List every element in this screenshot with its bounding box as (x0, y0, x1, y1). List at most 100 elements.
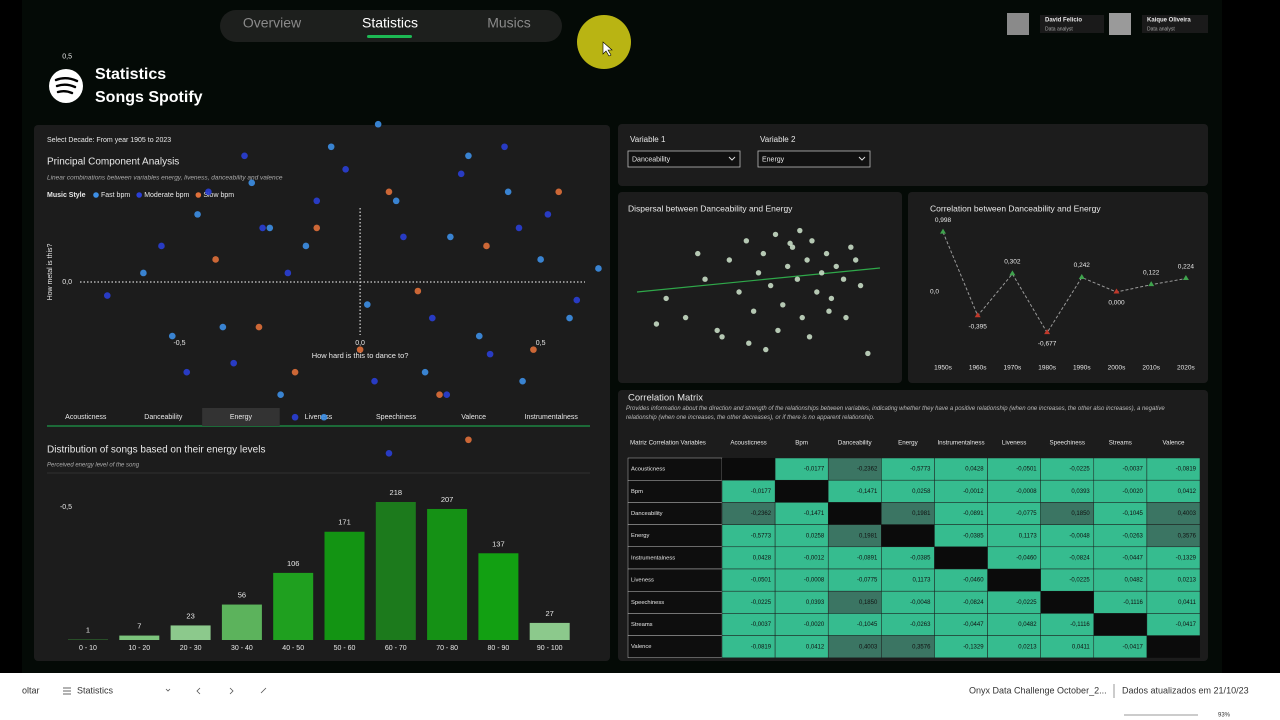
cell-value: -0,1329 (963, 644, 984, 650)
variable-tab[interactable]: Liveness (305, 414, 333, 421)
point (537, 256, 544, 263)
variable-tab[interactable]: Speechiness (376, 414, 417, 421)
cell-value: -0,0037 (751, 622, 772, 628)
dropdown-arrow (728, 156, 736, 161)
point (797, 227, 803, 234)
cell-value: -0,0891 (963, 511, 984, 517)
cell-value: -0,1045 (1123, 511, 1144, 517)
cell-value: -0,0460 (1016, 555, 1037, 561)
point (760, 250, 767, 257)
empty-cell (934, 546, 988, 569)
cell-value: -0,2362 (857, 467, 878, 473)
dropdown-value: Energy (762, 156, 785, 163)
point (465, 436, 472, 444)
legend-label: Fast bpm (101, 192, 130, 199)
point (364, 301, 371, 308)
dropdown[interactable] (627, 150, 741, 168)
point (865, 350, 871, 357)
bar-value-label: 106 (287, 559, 300, 568)
bar-value-label: 137 (492, 539, 505, 548)
point (794, 276, 801, 282)
cell-value: -0,0417 (1176, 622, 1197, 628)
spotify-waves (54, 77, 79, 95)
point (828, 295, 835, 302)
column-header: Energy (898, 440, 919, 447)
point (194, 211, 201, 218)
x-tick-label: 1970s (1004, 365, 1022, 372)
cell-value: 0,3576 (912, 644, 931, 650)
nav-tab[interactable]: Statistics (362, 15, 418, 31)
cell-value: -0,0824 (963, 600, 984, 606)
cell-value: 0,1850 (1071, 511, 1090, 517)
row-label: Instrumentalness (631, 555, 675, 561)
cell-value: 0,1981 (912, 511, 931, 517)
decade-filter[interactable]: Select Decade: From year 1905 to 2023 (47, 137, 171, 144)
data-label: 0,000 (1108, 300, 1125, 307)
row-label: Valence (631, 644, 652, 650)
correlation-panel (908, 192, 1208, 383)
point (843, 314, 849, 321)
variable-tab[interactable]: Danceability (144, 414, 183, 421)
cell-value: -0,0177 (804, 467, 825, 473)
bar (529, 622, 570, 640)
data-label: -0,395 (968, 323, 987, 330)
user-card (1040, 15, 1104, 33)
point (663, 295, 669, 302)
point (784, 263, 791, 270)
cell-value: -0,0385 (910, 555, 931, 561)
variable-label: Variable 2 (760, 135, 796, 144)
bar (221, 604, 262, 640)
row-label: Liveness (631, 578, 654, 584)
cell-value: -0,0775 (1016, 511, 1037, 517)
point (555, 188, 563, 196)
point (248, 179, 256, 187)
cell-value: -0,0447 (1123, 555, 1144, 561)
variable-tab[interactable]: Energy (230, 414, 253, 421)
updated-date: Dados atualizados em 21/10/23 (1122, 685, 1249, 695)
point (266, 224, 274, 232)
nav-tab[interactable]: Musics (487, 15, 531, 31)
cell-value: 0,0482 (1125, 578, 1144, 584)
variable-tab[interactable]: Instrumentalness (525, 414, 579, 421)
legend-label: Slow bpm (203, 192, 234, 199)
cell-value: -0,0225 (751, 600, 772, 606)
bar (478, 553, 519, 640)
data-label: 0,242 (1074, 262, 1091, 269)
bar (170, 625, 211, 640)
row-label: Bpm (631, 489, 643, 495)
x-tick-label: 70 - 80 (436, 645, 458, 652)
point (1009, 270, 1016, 276)
x-tick-label: 0,0 (355, 340, 365, 347)
bar (324, 531, 365, 640)
left-panel (34, 125, 610, 661)
dropdown[interactable] (757, 150, 871, 168)
cell-value: -0,0020 (804, 622, 825, 628)
legend-marker (136, 192, 142, 198)
back-button[interactable]: oltar (22, 685, 40, 695)
point (736, 289, 742, 295)
cell-value: 0,0411 (1072, 644, 1091, 650)
cell-value: -0,0225 (1016, 600, 1037, 606)
variable-tab[interactable]: Acousticness (65, 414, 107, 421)
point (356, 346, 364, 353)
cell-value: -0,0501 (751, 578, 772, 584)
bar-value-label: 23 (186, 611, 194, 620)
x-tick-label: 1990s (1073, 365, 1091, 372)
nav-icons (165, 687, 267, 695)
point (743, 238, 750, 244)
point (726, 257, 733, 263)
page-selector[interactable]: Statistics (77, 685, 114, 695)
variable-tab[interactable]: Valence (461, 414, 486, 421)
chart-title: Dispersal between Danceability and Energ… (628, 203, 793, 213)
cell-value: 0,0411 (1178, 600, 1197, 606)
point (168, 332, 176, 340)
empty-cell (828, 502, 882, 525)
row-label: Speechiness (631, 600, 664, 606)
cell-value: 0,0258 (806, 533, 825, 539)
nav-tab[interactable]: Overview (243, 15, 302, 31)
point (291, 413, 299, 421)
dropdown-value: Danceability (632, 156, 671, 163)
cell-value: 0,0258 (912, 489, 931, 495)
nav-bar (220, 10, 562, 42)
